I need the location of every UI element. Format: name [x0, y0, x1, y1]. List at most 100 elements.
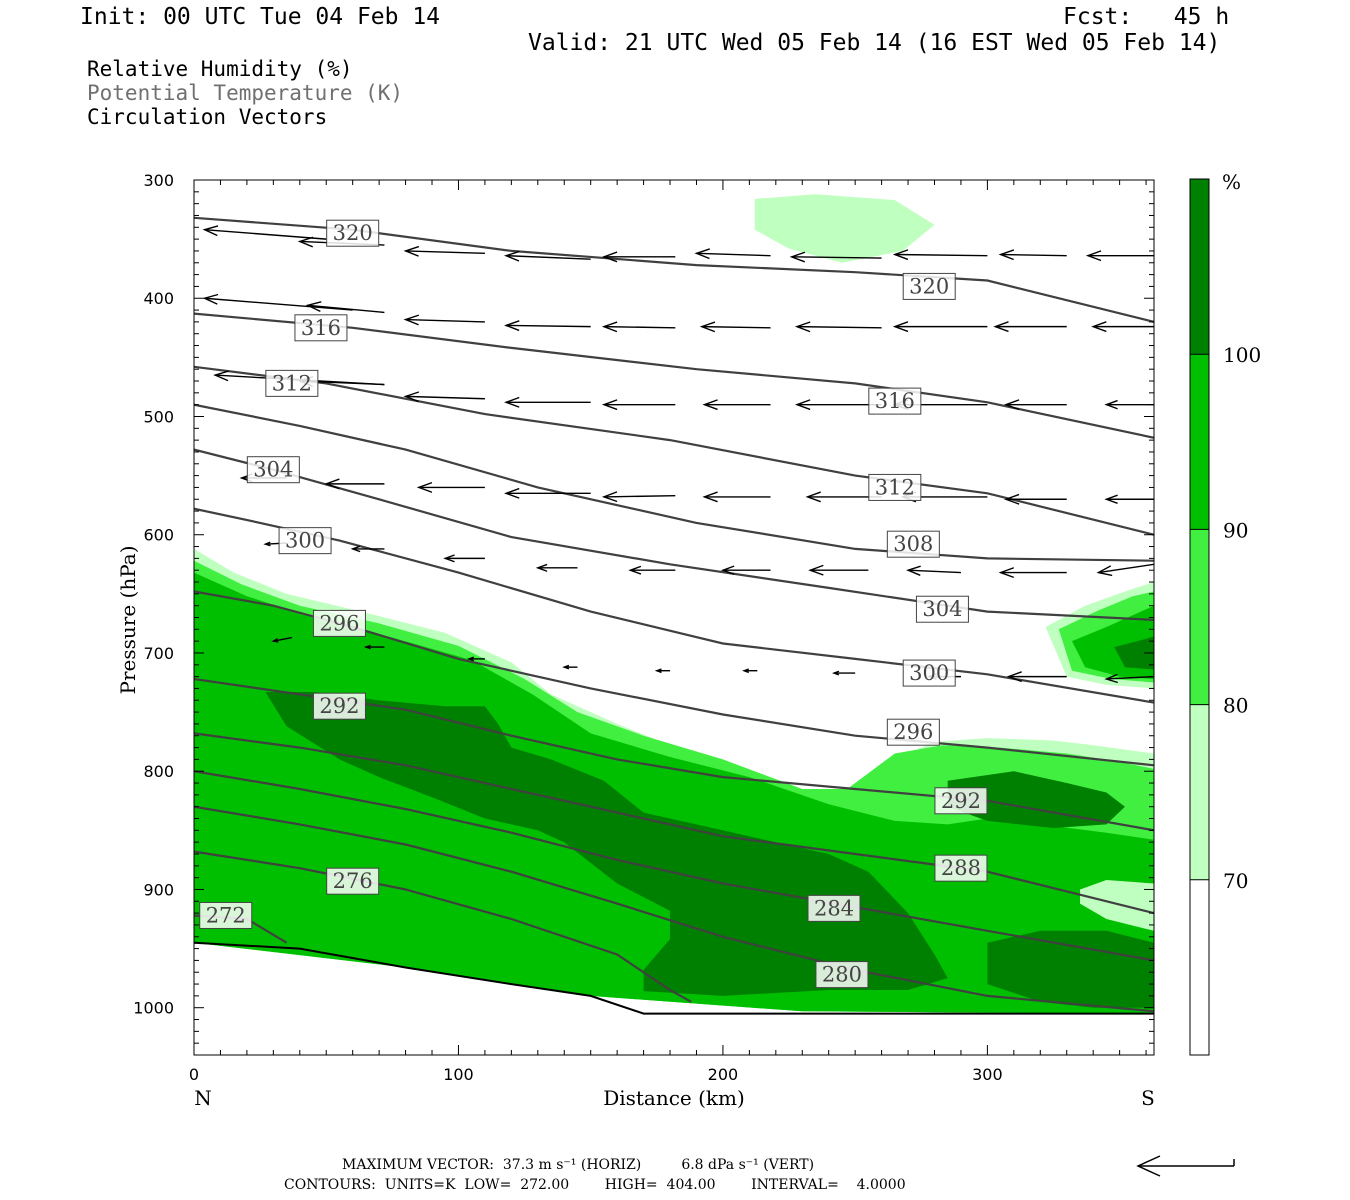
theta-label-320-1: 320 — [909, 274, 949, 298]
north-label: N — [194, 1086, 212, 1110]
rh-region-70-11 — [754, 194, 935, 263]
theta-label-280-0: 280 — [822, 963, 862, 987]
vector-head — [263, 541, 271, 547]
vector-4 — [601, 251, 676, 263]
rh-region-100-7 — [947, 771, 1125, 828]
vector-29 — [1104, 399, 1154, 410]
theta-label-box-304-1 — [915, 595, 969, 623]
vector-3 — [504, 250, 591, 262]
theta-label-292-1: 292 — [941, 789, 981, 813]
colorbar-label-90: 90 — [1223, 518, 1248, 542]
vector-47 — [906, 565, 961, 576]
legend-circulation-vectors: Circulation Vectors — [87, 105, 328, 129]
vector-head — [794, 321, 811, 333]
vector-head — [466, 656, 474, 662]
y-tick-label-800: 800 — [143, 762, 174, 781]
vector-43 — [535, 563, 578, 572]
colorbar: 70 80 90 100% — [1189, 170, 1261, 1056]
vector-8 — [998, 249, 1067, 261]
vector-32 — [416, 481, 485, 493]
theta-label-box-292-0 — [312, 692, 366, 720]
vector-56 — [831, 670, 856, 676]
vector-head — [562, 664, 570, 670]
vector-head — [720, 565, 735, 575]
colorbar-swatch-4 — [1190, 879, 1209, 1055]
y-axis-label: Pressure (hPa) — [116, 546, 140, 695]
vector-14 — [601, 321, 676, 333]
vector-24 — [601, 399, 676, 411]
x-tick-label-300: 300 — [972, 1065, 1003, 1084]
vector-head — [993, 321, 1009, 333]
theta-label-320-0: 320 — [333, 221, 373, 245]
vector-head — [271, 637, 279, 643]
vector-head — [742, 668, 750, 674]
theta-label-box-316-1 — [868, 387, 922, 415]
vector-head — [892, 249, 909, 261]
colorbar-unit: % — [1222, 170, 1241, 194]
theta-label-box-280-0 — [815, 961, 869, 989]
vector-head — [694, 248, 710, 260]
vector-head — [794, 399, 811, 411]
x-tick-label-200: 200 — [708, 1065, 739, 1084]
vector-shaft — [894, 253, 988, 257]
rh-region-70-10 — [1080, 880, 1154, 931]
vector-shaft — [696, 252, 771, 257]
vector-0 — [202, 225, 327, 240]
vector-head — [601, 399, 618, 411]
y-tick-label-300: 300 — [143, 171, 174, 190]
theta-label-304-1: 304 — [922, 597, 962, 621]
theta-label-box-320-1 — [902, 272, 956, 300]
vector-shaft — [204, 297, 353, 311]
rh-region-100-6 — [265, 692, 948, 996]
theta-label-296-0: 296 — [319, 611, 359, 635]
colorbar-label-100: 100 — [1223, 343, 1261, 367]
y-tick-label-600: 600 — [143, 526, 174, 545]
x-tick-label-100: 100 — [443, 1065, 474, 1084]
x-tick-label-0: 0 — [189, 1065, 199, 1084]
vector-head — [324, 478, 340, 490]
vector-head — [654, 668, 662, 674]
vector-head — [1003, 493, 1020, 505]
vector-head — [601, 251, 618, 263]
vector-head — [1085, 250, 1102, 262]
vector-2 — [403, 245, 485, 257]
contour-labels: 320 320 316 316 312 312 308 304 304 300 300 296 296 2… — [199, 219, 988, 989]
vector-head — [805, 491, 821, 503]
vector-13 — [504, 320, 591, 332]
theta-contour-312 — [194, 365, 1154, 536]
vector-head — [699, 321, 716, 333]
forecast-hour: Fcst: 45 h — [1063, 4, 1230, 30]
vector-head — [403, 391, 420, 403]
theta-label-316-0: 316 — [301, 316, 341, 340]
vector-51 — [363, 644, 385, 650]
theta-label-box-288-0 — [934, 854, 988, 882]
vector-49 — [1096, 563, 1154, 577]
theta-label-276-0: 276 — [333, 869, 373, 893]
theta-contour-284 — [194, 770, 1154, 962]
vector-head — [202, 225, 219, 237]
vector-head — [416, 481, 433, 493]
vector-head — [350, 545, 361, 553]
vector-head — [789, 251, 806, 263]
y-tick-label-1000: 1000 — [133, 999, 174, 1018]
theta-contour-304 — [194, 448, 1154, 621]
south-label: S — [1141, 1086, 1155, 1110]
vector-9 — [1085, 250, 1154, 262]
vector-head — [443, 554, 455, 563]
vector-23 — [504, 396, 591, 408]
vector-head — [403, 245, 420, 257]
vector-head — [906, 565, 921, 576]
vector-shaft — [307, 304, 385, 314]
vector-head — [1006, 671, 1022, 683]
vector-55 — [742, 668, 758, 674]
vector-head — [702, 491, 718, 503]
vector-48 — [998, 567, 1067, 579]
vector-58 — [1006, 671, 1067, 683]
theta-label-box-300-1 — [902, 659, 956, 687]
vector-head — [504, 320, 520, 332]
vector-head — [213, 370, 229, 382]
colorbar-swatch-1 — [1190, 354, 1209, 530]
y-tick-label-900: 900 — [143, 880, 174, 899]
rh-region-100-8 — [987, 930, 1154, 1008]
